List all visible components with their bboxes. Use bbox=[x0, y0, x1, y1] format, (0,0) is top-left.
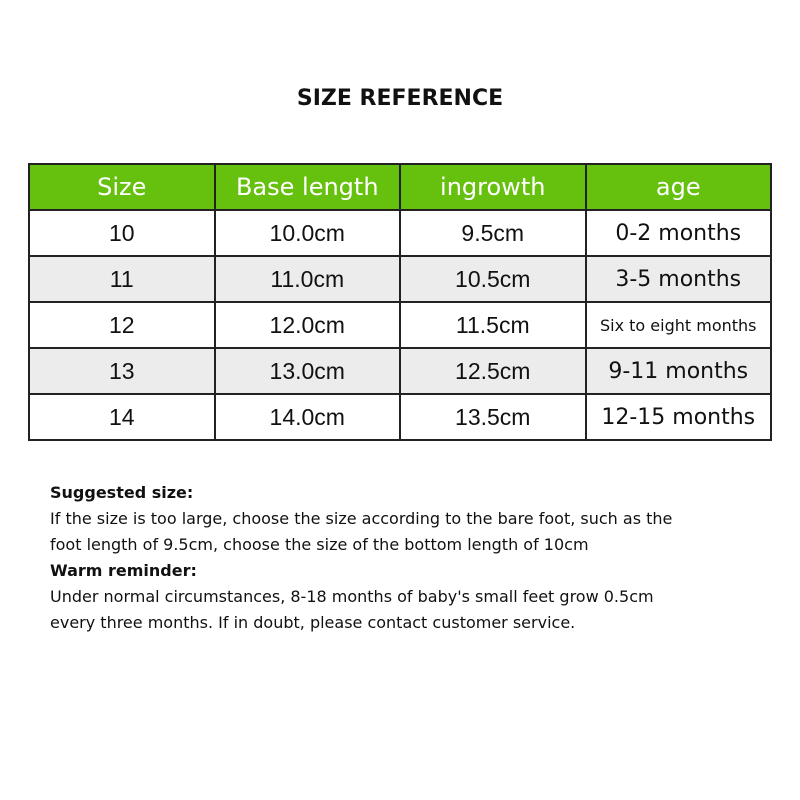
cell: 13.5cm bbox=[399, 393, 587, 441]
cell: 10 bbox=[28, 209, 216, 257]
size-table: Size Base length ingrowth age 10 10.0cm 9.… bbox=[28, 163, 772, 441]
table-header: Size Base length ingrowth age bbox=[28, 163, 772, 211]
suggested-heading: Suggested size: bbox=[50, 483, 194, 502]
cell: 13.0cm bbox=[213, 347, 401, 395]
table-row: 11 11.0cm 10.5cm 3-5 months bbox=[28, 255, 772, 303]
cell: 12.5cm bbox=[399, 347, 587, 395]
cell: 9-11 months bbox=[584, 347, 772, 395]
header-age: age bbox=[584, 163, 772, 211]
cell: 11.0cm bbox=[213, 255, 401, 303]
table-row: 10 10.0cm 9.5cm 0-2 months bbox=[28, 209, 772, 257]
table-row: 12 12.0cm 11.5cm Six to eight months bbox=[28, 301, 772, 349]
cell: 3-5 months bbox=[584, 255, 772, 303]
header-ingrowth: ingrowth bbox=[399, 163, 587, 211]
suggested-text: If the size is too large, choose the siz… bbox=[50, 509, 673, 554]
page-title: SIZE REFERENCE bbox=[296, 86, 504, 111]
cell: Six to eight months bbox=[584, 301, 772, 349]
reminder-heading: Warm reminder: bbox=[50, 561, 197, 580]
cell: 11 bbox=[28, 255, 216, 303]
cell: 9.5cm bbox=[399, 209, 587, 257]
cell: 12-15 months bbox=[584, 393, 772, 441]
table-row: 14 14.0cm 13.5cm 12-15 months bbox=[28, 393, 772, 441]
cell: 0-2 months bbox=[584, 209, 772, 257]
header-base-length: Base length bbox=[213, 163, 401, 211]
table-row: 13 13.0cm 12.5cm 9-11 months bbox=[28, 347, 772, 395]
cell: 13 bbox=[28, 347, 216, 395]
cell: 14.0cm bbox=[213, 393, 401, 441]
reminder-text: Under normal circumstances, 8-18 months … bbox=[50, 587, 654, 632]
cell: 10.5cm bbox=[399, 255, 587, 303]
cell: 12.0cm bbox=[213, 301, 401, 349]
header-size: Size bbox=[28, 163, 216, 211]
cell: 12 bbox=[28, 301, 216, 349]
cell: 11.5cm bbox=[399, 301, 587, 349]
notes: Suggested size: If the size is too large… bbox=[50, 480, 750, 636]
cell: 14 bbox=[28, 393, 216, 441]
cell: 10.0cm bbox=[213, 209, 401, 257]
